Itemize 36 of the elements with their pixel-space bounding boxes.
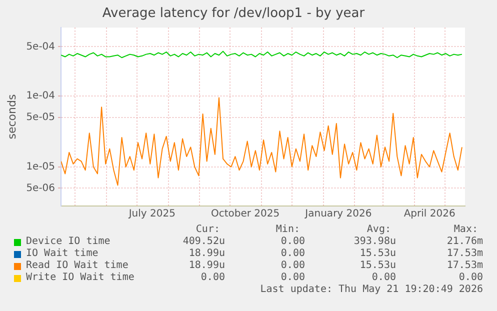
legend-label: IO Wait time — [26, 248, 98, 259]
text: 18.99u — [188, 248, 225, 259]
y-tick-label: 5e-04 — [26, 41, 56, 52]
text: Max: — [454, 224, 478, 235]
legend-label: Write IO Wait time — [26, 272, 134, 283]
x-tick-label: October 2025 — [210, 208, 280, 220]
text: 0.00 — [458, 272, 483, 283]
text: Cur: — [196, 224, 220, 235]
text: 15.53u — [360, 248, 396, 259]
text: 409.52u — [182, 236, 225, 247]
y-axis-title: seconds — [5, 94, 18, 140]
y-tick-label: 1e-04 — [26, 90, 56, 102]
text: Avg: — [366, 224, 391, 235]
y-tick-label: 5e-06 — [26, 182, 56, 194]
text: 0.00 — [280, 248, 305, 259]
text: 0.00 — [372, 272, 396, 283]
chart-title: Average latency for /dev/loop1 - by year — [102, 6, 366, 22]
text: 17.53m — [446, 260, 483, 271]
text: Min: — [276, 224, 300, 235]
text: 0.00 — [200, 272, 225, 283]
text: 0.00 — [280, 272, 305, 283]
y-tick-label: 1e-05 — [26, 161, 56, 172]
x-tick-label: January 2026 — [304, 208, 372, 220]
text: 21.76m — [446, 236, 483, 247]
legend-label: Read IO Wait time — [26, 260, 128, 271]
text: 0.00 — [280, 236, 305, 247]
y-tick-label: 5e-05 — [26, 112, 56, 124]
text: 0.00 — [280, 260, 305, 271]
text: 15.53u — [360, 260, 396, 271]
text: 18.99u — [188, 260, 225, 271]
x-tick-label: April 2026 — [404, 208, 456, 220]
legend-label: Device IO time — [26, 236, 110, 247]
x-tick-label: July 2025 — [128, 208, 176, 220]
text: Last update: Thu May 21 19:20:49 2026 — [260, 284, 483, 295]
text: 17.53m — [446, 248, 483, 259]
text: 393.98u — [354, 236, 396, 247]
